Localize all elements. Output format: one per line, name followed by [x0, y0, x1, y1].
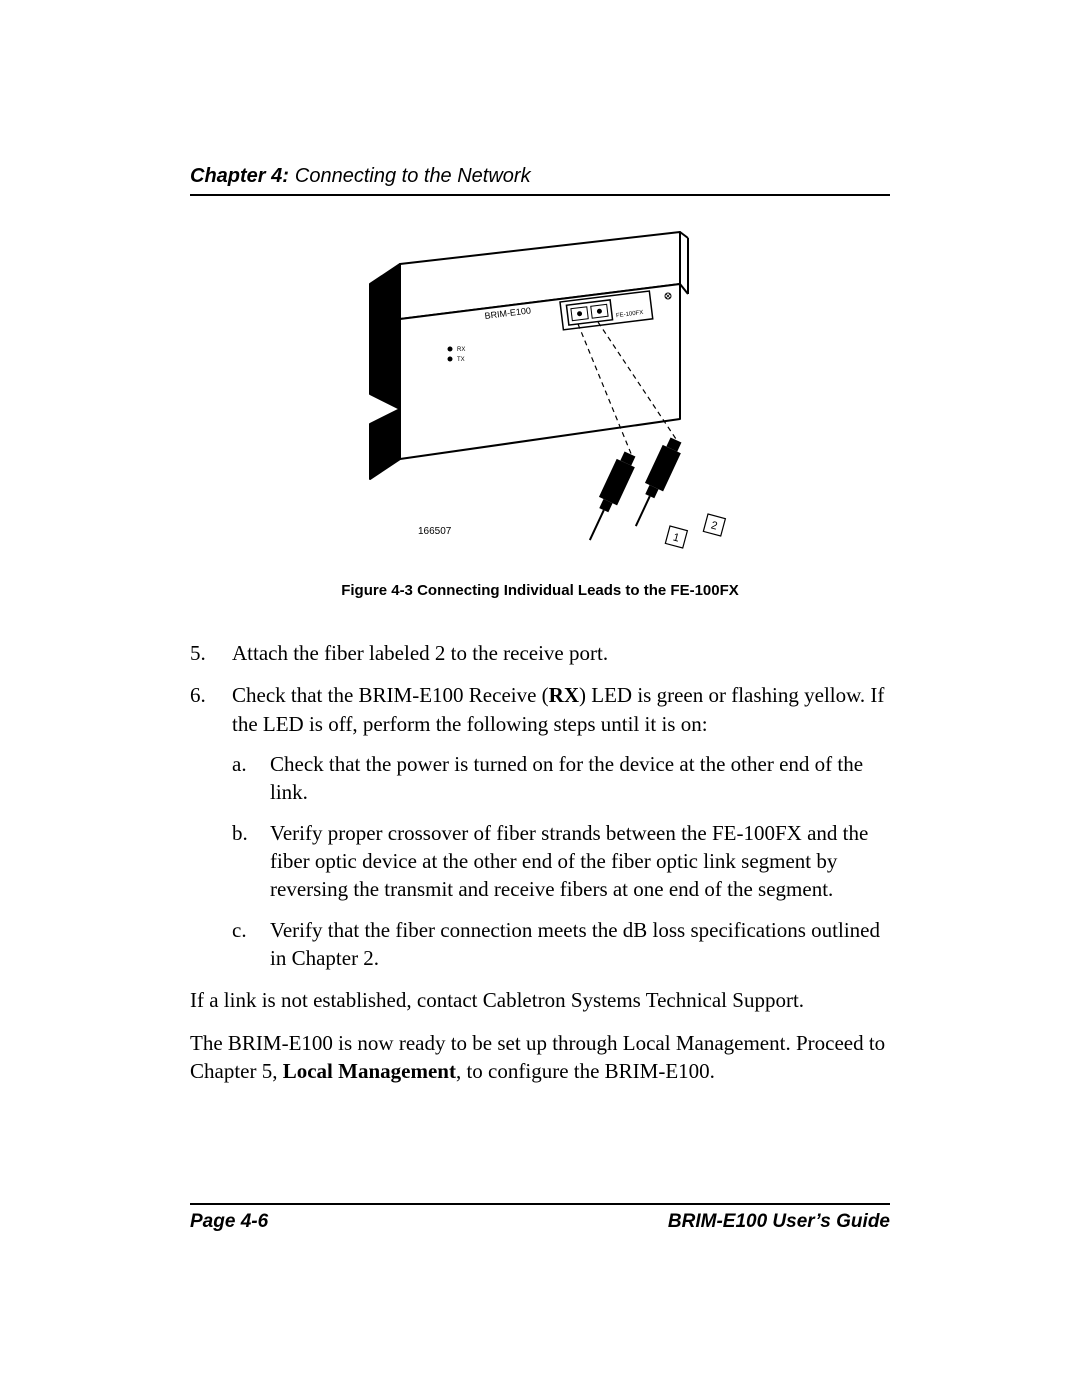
chapter-title: Connecting to the Network — [295, 165, 531, 188]
figure-caption: Figure 4-3 Connecting Individual Leads t… — [341, 582, 739, 599]
fiber-connector-2-icon — [627, 436, 685, 531]
led-rx-label: RX — [457, 347, 465, 353]
step-6: Check that the BRIM-E100 Receive (RX) LE… — [190, 681, 890, 972]
step-5: Attach the fiber labeled 2 to the receiv… — [190, 639, 890, 667]
closing-para-2: The BRIM-E100 is now ready to be set up … — [190, 1029, 890, 1086]
page-footer: Page 4-6 BRIM-E100 User’s Guide — [190, 1203, 890, 1233]
figure-4-3: BRIM-E100 RX TX FE-100FX — [190, 224, 890, 599]
closing-2-bold: Local Management — [283, 1059, 456, 1083]
page-content: Chapter 4: Connecting to the Network BRI… — [190, 165, 890, 1099]
footer-doc-title: BRIM-E100 User’s Guide — [668, 1211, 890, 1233]
closing-para-1: If a link is not established, contact Ca… — [190, 986, 890, 1014]
substeps: Check that the power is turned on for th… — [232, 750, 890, 972]
drawing-number: 166507 — [418, 526, 452, 537]
step-5-text: Attach the fiber labeled 2 to the receiv… — [232, 641, 608, 665]
chapter-number: Chapter 4: — [190, 165, 289, 188]
step-6-rx: RX — [549, 683, 579, 707]
step-6a: Check that the power is turned on for th… — [232, 750, 890, 807]
device-diagram-svg: BRIM-E100 RX TX FE-100FX — [330, 224, 750, 564]
closing-2b: , to configure the BRIM-E100. — [456, 1059, 715, 1083]
led-tx-icon — [448, 357, 453, 362]
procedure-steps: Attach the fiber labeled 2 to the receiv… — [190, 639, 890, 972]
running-header: Chapter 4: Connecting to the Network — [190, 165, 890, 196]
fiber-connector-1-icon — [581, 450, 639, 545]
led-rx-icon — [448, 347, 453, 352]
step-6-lead: Check that the BRIM-E100 Receive ( — [232, 683, 549, 707]
step-6b: Verify proper crossover of fiber strands… — [232, 819, 890, 904]
footer-page: Page 4-6 — [190, 1211, 268, 1233]
led-tx-label: TX — [457, 357, 465, 363]
step-6c: Verify that the fiber connection meets t… — [232, 916, 890, 973]
